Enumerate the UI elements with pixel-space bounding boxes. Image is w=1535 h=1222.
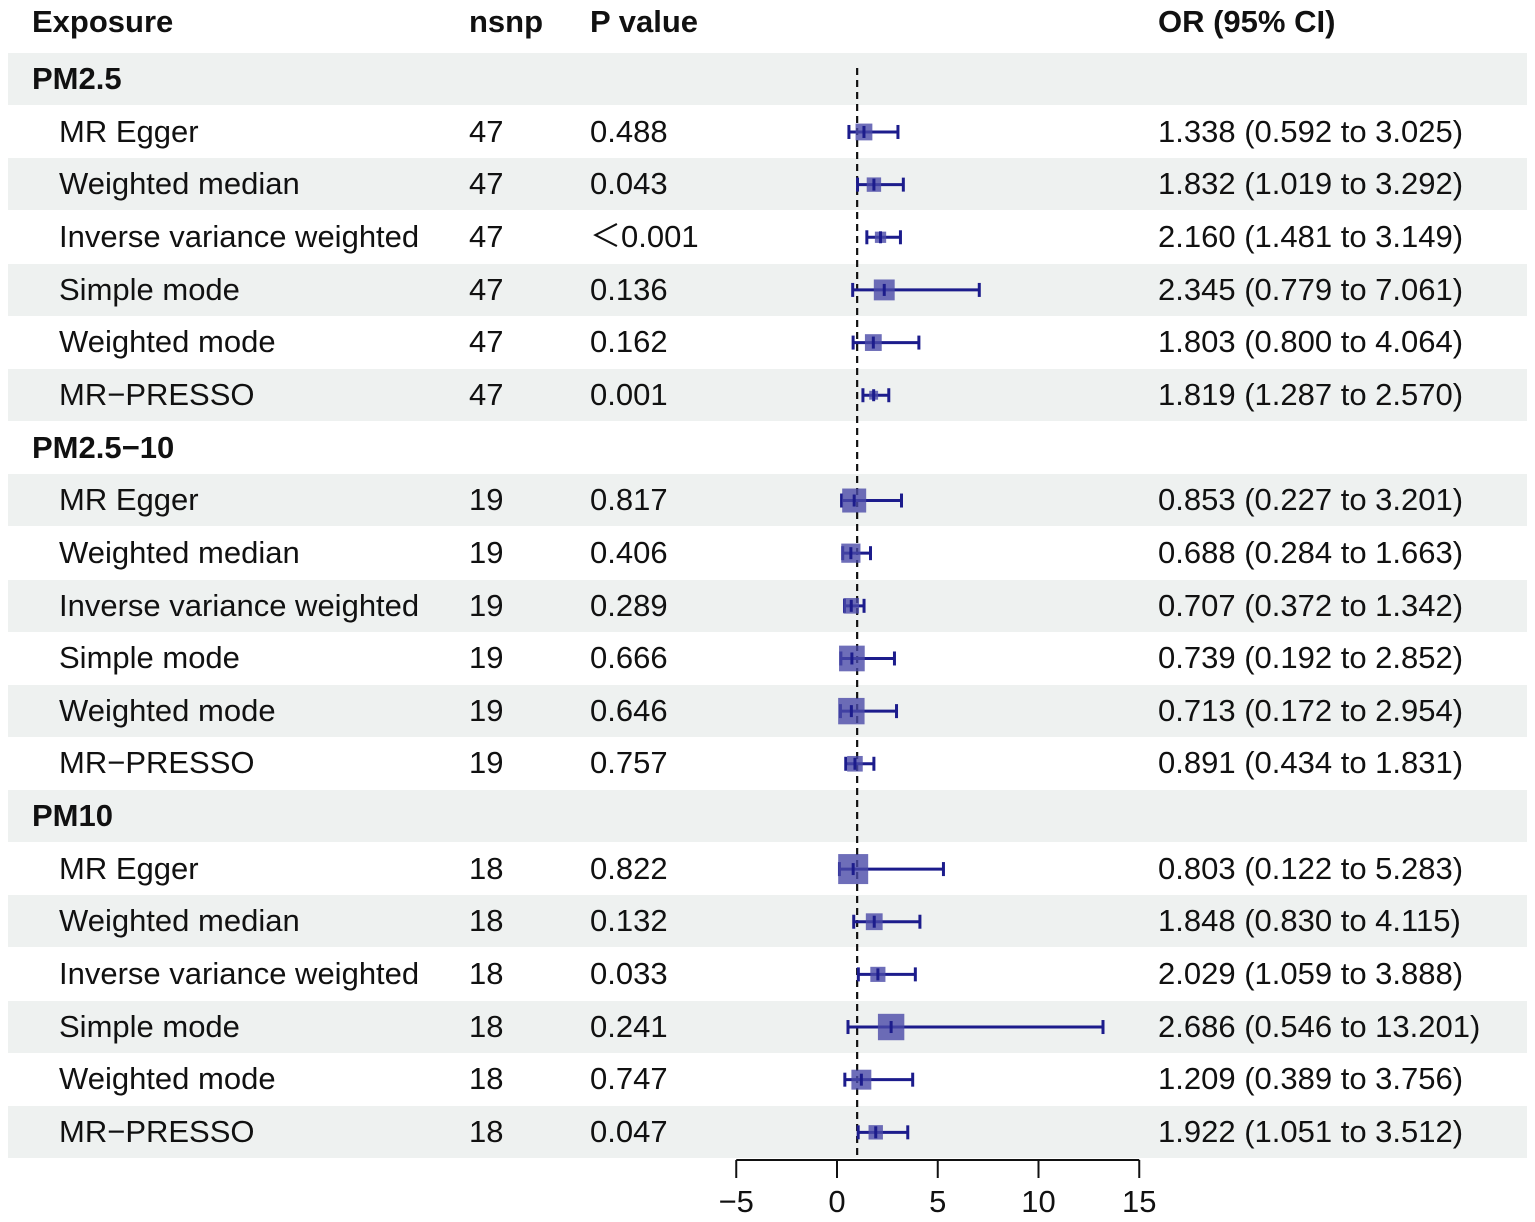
nsnp-value: 19 xyxy=(469,534,504,570)
p-value: 0.666 xyxy=(590,640,668,676)
nsnp-value: 19 xyxy=(469,640,504,676)
p-value: 0.817 xyxy=(590,482,668,518)
p-value: 0.488 xyxy=(590,113,668,149)
nsnp-value: 47 xyxy=(469,218,504,254)
method-label: Weighted mode xyxy=(59,1061,276,1097)
method-label: Inverse variance weighted xyxy=(59,956,420,992)
row-stripe xyxy=(8,1000,1527,1053)
method-label: Weighted median xyxy=(59,166,300,202)
or-ci-value: 1.832 (1.019 to 3.292) xyxy=(1158,166,1464,202)
or-ci-value: 2.029 (1.059 to 3.888) xyxy=(1158,956,1464,992)
x-tick-label: 5 xyxy=(929,1184,946,1219)
or-ci-value: 2.345 (0.779 to 7.061) xyxy=(1158,271,1464,307)
or-ci-value: 0.707 (0.372 to 1.342) xyxy=(1158,587,1464,623)
row-stripe xyxy=(8,474,1527,527)
nsnp-value: 18 xyxy=(469,1114,504,1149)
method-label: Weighted median xyxy=(59,903,300,939)
or-ci-value: 0.891 (0.434 to 1.831) xyxy=(1158,745,1464,781)
method-label: MR Egger xyxy=(59,850,199,886)
or-ci-value: 1.819 (1.287 to 2.570) xyxy=(1158,376,1464,412)
p-value: 0.136 xyxy=(590,271,668,307)
method-label: MR−PRESSO xyxy=(59,376,255,412)
or-ci-value: 0.688 (0.284 to 1.663) xyxy=(1158,534,1464,570)
nsnp-value: 19 xyxy=(469,482,504,518)
row-stripe xyxy=(8,684,1527,737)
header-or-ci: OR (95% CI) xyxy=(1158,4,1336,39)
p-value: 0.132 xyxy=(590,903,668,939)
method-label: MR−PRESSO xyxy=(59,745,255,781)
method-label: Weighted mode xyxy=(59,692,276,728)
x-tick-label: −5 xyxy=(719,1184,754,1219)
nsnp-value: 18 xyxy=(469,1008,504,1044)
nsnp-value: 47 xyxy=(469,166,504,202)
method-label: Inverse variance weighted xyxy=(59,218,420,254)
or-ci-value: 1.803 (0.800 to 4.064) xyxy=(1158,324,1464,360)
or-ci-value: 1.338 (0.592 to 3.025) xyxy=(1158,113,1464,149)
p-value: 0.822 xyxy=(590,850,668,886)
header-nsnp: nsnp xyxy=(469,4,544,39)
group-label: PM10 xyxy=(32,798,113,834)
row-stripe xyxy=(8,158,1527,211)
p-value: 0.001 xyxy=(590,376,668,412)
method-label: Inverse variance weighted xyxy=(59,587,420,623)
p-value: ＜0.001 xyxy=(590,218,699,254)
nsnp-value: 18 xyxy=(469,1061,504,1097)
row-stripe xyxy=(8,790,1527,843)
nsnp-value: 47 xyxy=(469,271,504,307)
p-value: 0.406 xyxy=(590,534,668,570)
or-ci-value: 0.853 (0.227 to 3.201) xyxy=(1158,482,1464,518)
or-ci-value: 1.848 (0.830 to 4.115) xyxy=(1158,903,1461,939)
group-label: PM2.5−10 xyxy=(32,429,175,465)
header-exposure: Exposure xyxy=(32,4,174,39)
x-tick-label: 10 xyxy=(1021,1184,1055,1219)
p-value: 0.043 xyxy=(590,166,668,202)
p-value: 0.646 xyxy=(590,692,668,728)
method-label: Simple mode xyxy=(59,1008,240,1044)
p-value: 0.747 xyxy=(590,1061,668,1097)
nsnp-value: 18 xyxy=(469,903,504,939)
method-label: Weighted median xyxy=(59,534,300,570)
or-ci-value: 2.160 (1.481 to 3.149) xyxy=(1158,218,1464,254)
method-label: MR Egger xyxy=(59,113,199,149)
row-stripe xyxy=(8,1106,1527,1158)
or-ci-value: 2.686 (0.546 to 13.201) xyxy=(1158,1008,1481,1044)
nsnp-value: 47 xyxy=(469,324,504,360)
x-tick-label: 0 xyxy=(828,1184,845,1219)
nsnp-value: 18 xyxy=(469,850,504,886)
p-value: 0.047 xyxy=(590,1114,668,1149)
nsnp-value: 18 xyxy=(469,956,504,992)
method-label: Weighted mode xyxy=(59,324,276,360)
nsnp-value: 19 xyxy=(469,692,504,728)
method-label: MR Egger xyxy=(59,482,199,518)
or-ci-value: 0.803 (0.122 to 5.283) xyxy=(1158,850,1464,886)
method-label: Simple mode xyxy=(59,640,240,676)
row-stripe xyxy=(8,53,1527,105)
row-stripe xyxy=(8,895,1527,948)
or-ci-value: 1.922 (1.051 to 3.512) xyxy=(1158,1114,1464,1149)
p-value: 0.162 xyxy=(590,324,668,360)
or-ci-value: 1.209 (0.389 to 3.756) xyxy=(1158,1061,1464,1097)
or-ci-value: 0.739 (0.192 to 2.852) xyxy=(1158,640,1464,676)
group-label: PM2.5 xyxy=(32,61,122,96)
p-value: 0.289 xyxy=(590,587,668,623)
or-ci-value: 0.713 (0.172 to 2.954) xyxy=(1158,692,1464,728)
row-stripe xyxy=(8,263,1527,316)
p-value: 0.241 xyxy=(590,1008,668,1044)
nsnp-value: 47 xyxy=(469,376,504,412)
method-label: MR−PRESSO xyxy=(59,1114,255,1149)
row-stripe xyxy=(8,368,1527,421)
x-tick-label: 15 xyxy=(1122,1184,1156,1219)
row-stripe xyxy=(8,579,1527,632)
nsnp-value: 47 xyxy=(469,113,504,149)
header-pvalue: P value xyxy=(590,4,699,39)
method-label: Simple mode xyxy=(59,271,240,307)
nsnp-value: 19 xyxy=(469,587,504,623)
p-value: 0.033 xyxy=(590,956,668,992)
p-value: 0.757 xyxy=(590,745,668,781)
nsnp-value: 19 xyxy=(469,745,504,781)
